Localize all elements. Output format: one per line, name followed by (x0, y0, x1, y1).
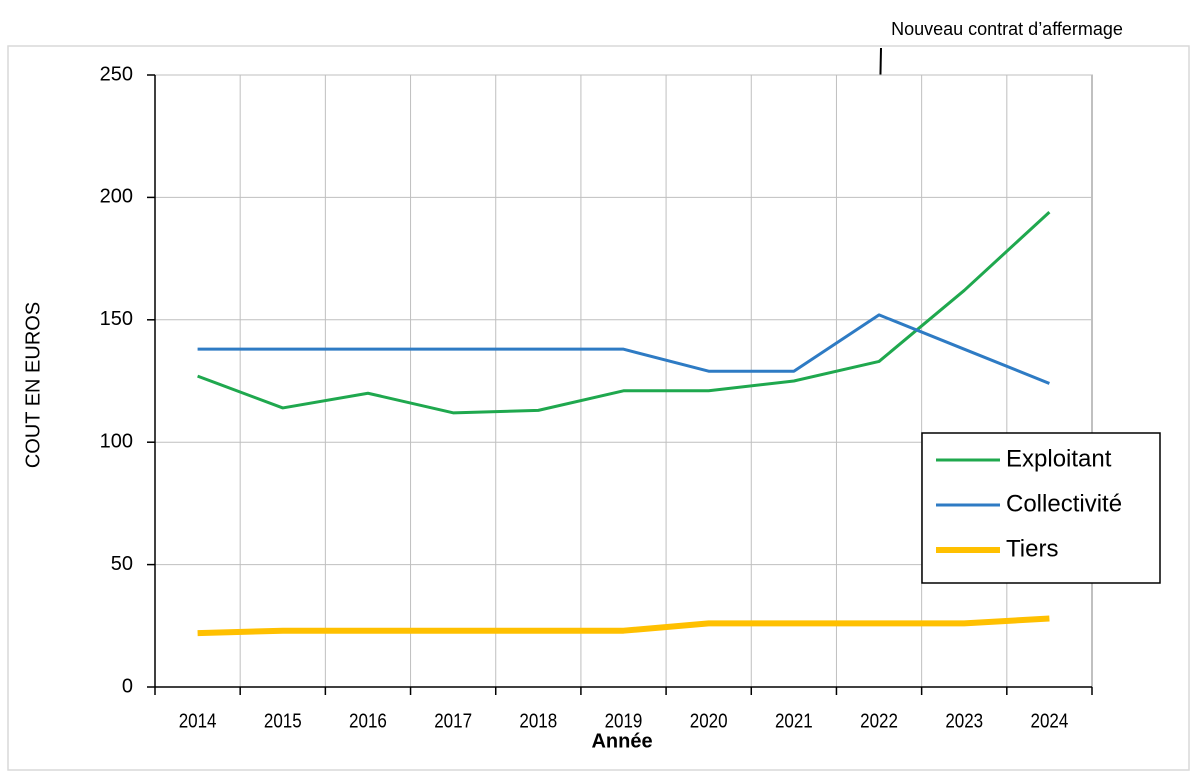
y-tick-label: 100 (100, 430, 133, 452)
series-line (197, 210, 1051, 415)
x-tick-label: 2022 (860, 709, 898, 732)
plot-area (154, 74, 1093, 688)
legend-label: Exploitant (1006, 445, 1112, 472)
annotation: Nouveau contrat d’affermage (891, 19, 1123, 39)
legend-label: Tiers (1006, 535, 1058, 562)
legend-box (921, 432, 1161, 584)
x-tick-label: 2016 (349, 709, 387, 732)
y-tick-label: 50 (111, 553, 133, 575)
x-tick-label: 2015 (264, 709, 302, 732)
x-tick-label: 2018 (519, 709, 557, 732)
chart-frame (7, 45, 1190, 771)
y-tick-label: 0 (122, 675, 133, 697)
x-axis-label: Année (591, 730, 652, 752)
x-tick-label: 2019 (605, 709, 643, 732)
legend-label: Collectivité (1006, 490, 1122, 517)
x-tick-label: 2024 (1031, 709, 1069, 732)
x-tick-label: 2021 (775, 709, 813, 732)
y-axis-label: COUT EN EUROS (22, 302, 44, 468)
y-tick-label: 250 (100, 63, 133, 85)
x-tick-label: 2014 (179, 709, 217, 732)
series-line (197, 615, 1050, 637)
series-line (197, 313, 1050, 385)
y-tick-label: 150 (100, 308, 133, 330)
x-tick-label: 2020 (690, 709, 728, 732)
x-tick-label: 2017 (434, 709, 472, 732)
x-tick-label: 2023 (945, 709, 983, 732)
y-tick-label: 200 (100, 186, 133, 208)
